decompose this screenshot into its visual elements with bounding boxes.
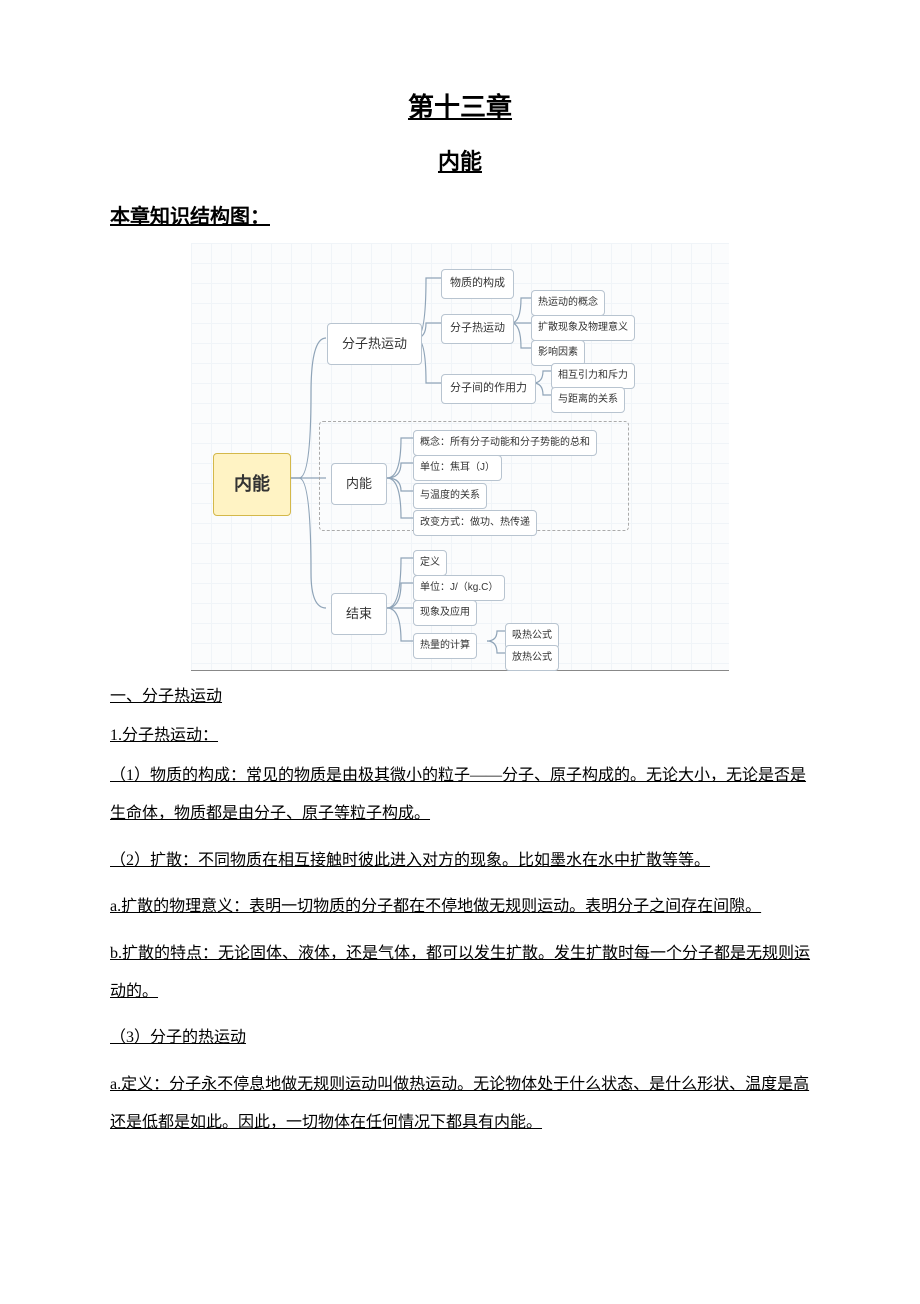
paragraph-3: a.扩散的物理意义：表明一切物质的分子都在不停地做无规则运动。表明分子之间存在间…	[110, 888, 810, 926]
paragraph-5: （3）分子的热运动	[110, 1019, 810, 1057]
mindmap-branch-1: 分子热运动	[327, 323, 422, 364]
node-attraction-repulsion: 相互引力和斥力	[551, 363, 635, 389]
node-internal-unit: 单位：焦耳（J）	[413, 455, 502, 481]
paragraph-4: b.扩散的特点：无论固体、液体，还是气体，都可以发生扩散。发生扩散时每一个分子都…	[110, 935, 810, 1012]
node-temp-relation: 与温度的关系	[413, 483, 487, 509]
mindmap-branch-3: 结束	[331, 593, 387, 634]
mindmap-root: 内能	[213, 453, 291, 515]
node-heat-calc: 热量的计算	[413, 633, 477, 659]
node-definition: 定义	[413, 550, 447, 576]
section-1-1-title: 1.分子热运动：	[110, 722, 810, 751]
node-intermolecular-force: 分子间的作用力	[441, 374, 536, 404]
node-change-method: 改变方式：做功、热传递	[413, 510, 537, 536]
node-thermal-concept: 热运动的概念	[531, 290, 605, 316]
node-matter-composition: 物质的构成	[441, 269, 514, 299]
node-release-formula: 放热公式	[505, 645, 559, 671]
node-internal-concept: 概念：所有分子动能和分子势能的总和	[413, 430, 597, 456]
node-phenomenon-app: 现象及应用	[413, 600, 477, 626]
chapter-subtitle: 内能	[110, 142, 810, 182]
paragraph-2: （2）扩散：不同物质在相互接触时彼此进入对方的现象。比如墨水在水中扩散等等。	[110, 842, 810, 880]
section-1-title: 一、分子热运动	[110, 683, 810, 712]
structure-header: 本章知识结构图：	[110, 199, 810, 235]
paragraph-6: a.定义：分子永不停息地做无规则运动叫做热运动。无论物体处于什么状态、是什么形状…	[110, 1066, 810, 1143]
node-unit-jkg: 单位：J/（kg.C）	[413, 575, 505, 601]
node-diffusion-meaning: 扩散现象及物理意义	[531, 315, 635, 341]
mindmap-diagram: 内能 分子热运动 物质的构成 分子热运动 热运动的概念 扩散现象及物理意义 影响…	[191, 243, 729, 671]
mindmap-branch-2: 内能	[331, 463, 387, 504]
node-distance-relation: 与距离的关系	[551, 387, 625, 413]
node-molecular-motion-sub: 分子热运动	[441, 314, 514, 344]
chapter-title: 第十三章	[110, 85, 810, 132]
paragraph-1: （1）物质的构成：常见的物质是由极其微小的粒子——分子、原子构成的。无论大小，无…	[110, 757, 810, 834]
